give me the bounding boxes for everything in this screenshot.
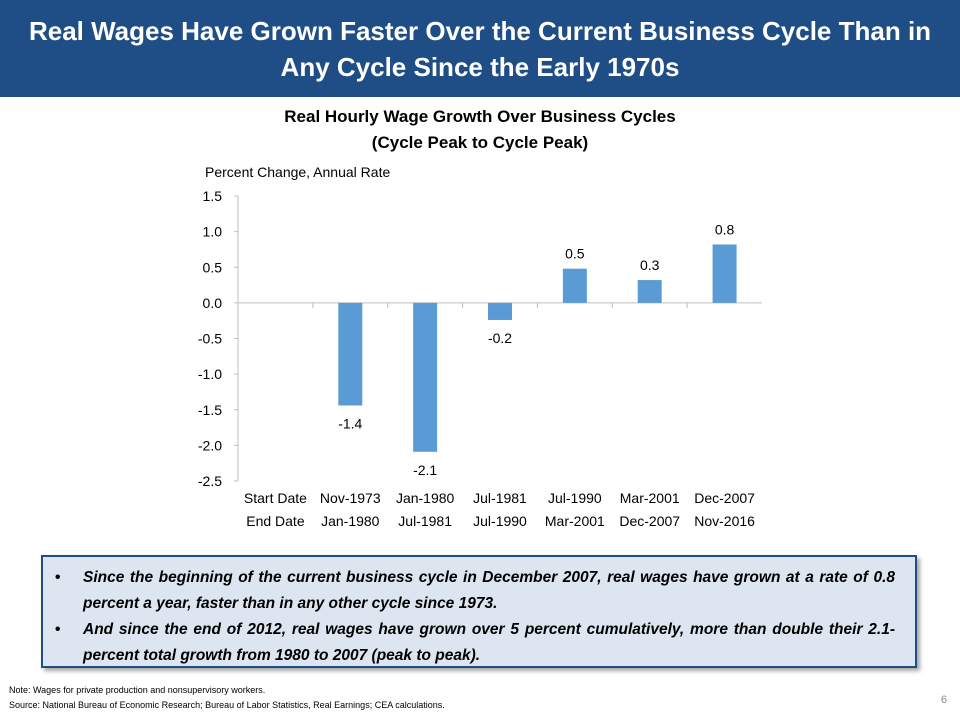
footnote-note: Note: Wages for private production and n… (9, 685, 266, 695)
data-label-5: 0.3 (640, 257, 660, 273)
x-label-end-6: Nov-2016 (694, 513, 755, 529)
bar-4 (562, 268, 587, 303)
key-point-2-text: And since the end of 2012, real wages ha… (83, 621, 895, 664)
data-label-2: -2.1 (413, 462, 437, 478)
y-tick-label: 0.5 (203, 259, 223, 275)
x-label-start-5: Mar-2001 (620, 490, 680, 506)
x-label-start-1: Nov-1973 (320, 490, 381, 506)
end-date-row-label: End Date (246, 513, 305, 529)
x-label-start-2: Jan-1980 (396, 490, 455, 506)
key-point-1: • Since the beginning of the current bus… (55, 565, 895, 617)
chart-title-line-2: (Cycle Peak to Cycle Peak) (371, 133, 589, 152)
chart-title: Real Hourly Wage Growth Over Business Cy… (180, 104, 780, 156)
y-tick-label: 1.5 (203, 188, 223, 204)
x-label-end-2: Jul-1981 (398, 513, 452, 529)
y-tick-label: -1.5 (198, 402, 222, 418)
data-label-1: -1.4 (338, 415, 362, 431)
bar-3 (488, 302, 512, 320)
x-label-start-4: Jul-1990 (548, 490, 602, 506)
x-label-end-4: Mar-2001 (545, 513, 605, 529)
y-axis-label: Percent Change, Annual Rate (205, 164, 390, 180)
key-point-2: • And since the end of 2012, real wages … (55, 617, 895, 669)
bar-chart: Percent Change, Annual Rate 1.5 1.0 0.5 0.0 -… (198, 164, 762, 529)
start-date-row-label: Start Date (244, 490, 307, 506)
x-label-end-3: Jul-1990 (473, 513, 527, 529)
y-tick-label: 1.0 (203, 224, 223, 240)
bullet-icon: • (55, 569, 61, 586)
y-tick-label: 0.0 (203, 295, 223, 311)
bar-6 (712, 244, 737, 303)
slide-title: Real Wages Have Grown Faster Over the Cu… (0, 0, 960, 97)
y-tick-label: -2.0 (198, 437, 222, 453)
data-label-4: 0.5 (565, 246, 585, 262)
y-tick-label: -1.0 (198, 366, 222, 382)
y-tick-label: -0.5 (198, 331, 222, 347)
footnote: Note: Wages for private production and n… (9, 683, 809, 713)
key-point-1-text: Since the beginning of the current busin… (83, 569, 895, 612)
bar-2 (413, 302, 438, 452)
y-tick-label: -2.5 (198, 473, 222, 489)
data-label-6: 0.8 (715, 221, 735, 237)
chart-title-line-1: Real Hourly Wage Growth Over Business Cy… (284, 107, 676, 126)
x-label-end-1: Jan-1980 (321, 513, 380, 529)
bullet-icon: • (55, 621, 61, 638)
page-number: 6 (940, 694, 947, 706)
bar-5 (637, 280, 662, 303)
footnote-source: Source: National Bureau of Economic Rese… (9, 700, 445, 710)
key-points-box: • Since the beginning of the current bus… (41, 555, 917, 668)
bar-1 (338, 302, 363, 406)
x-label-start-3: Jul-1981 (473, 490, 527, 506)
data-label-3: -0.2 (488, 330, 512, 346)
x-label-start-6: Dec-2007 (694, 490, 755, 506)
x-label-end-5: Dec-2007 (619, 513, 680, 529)
